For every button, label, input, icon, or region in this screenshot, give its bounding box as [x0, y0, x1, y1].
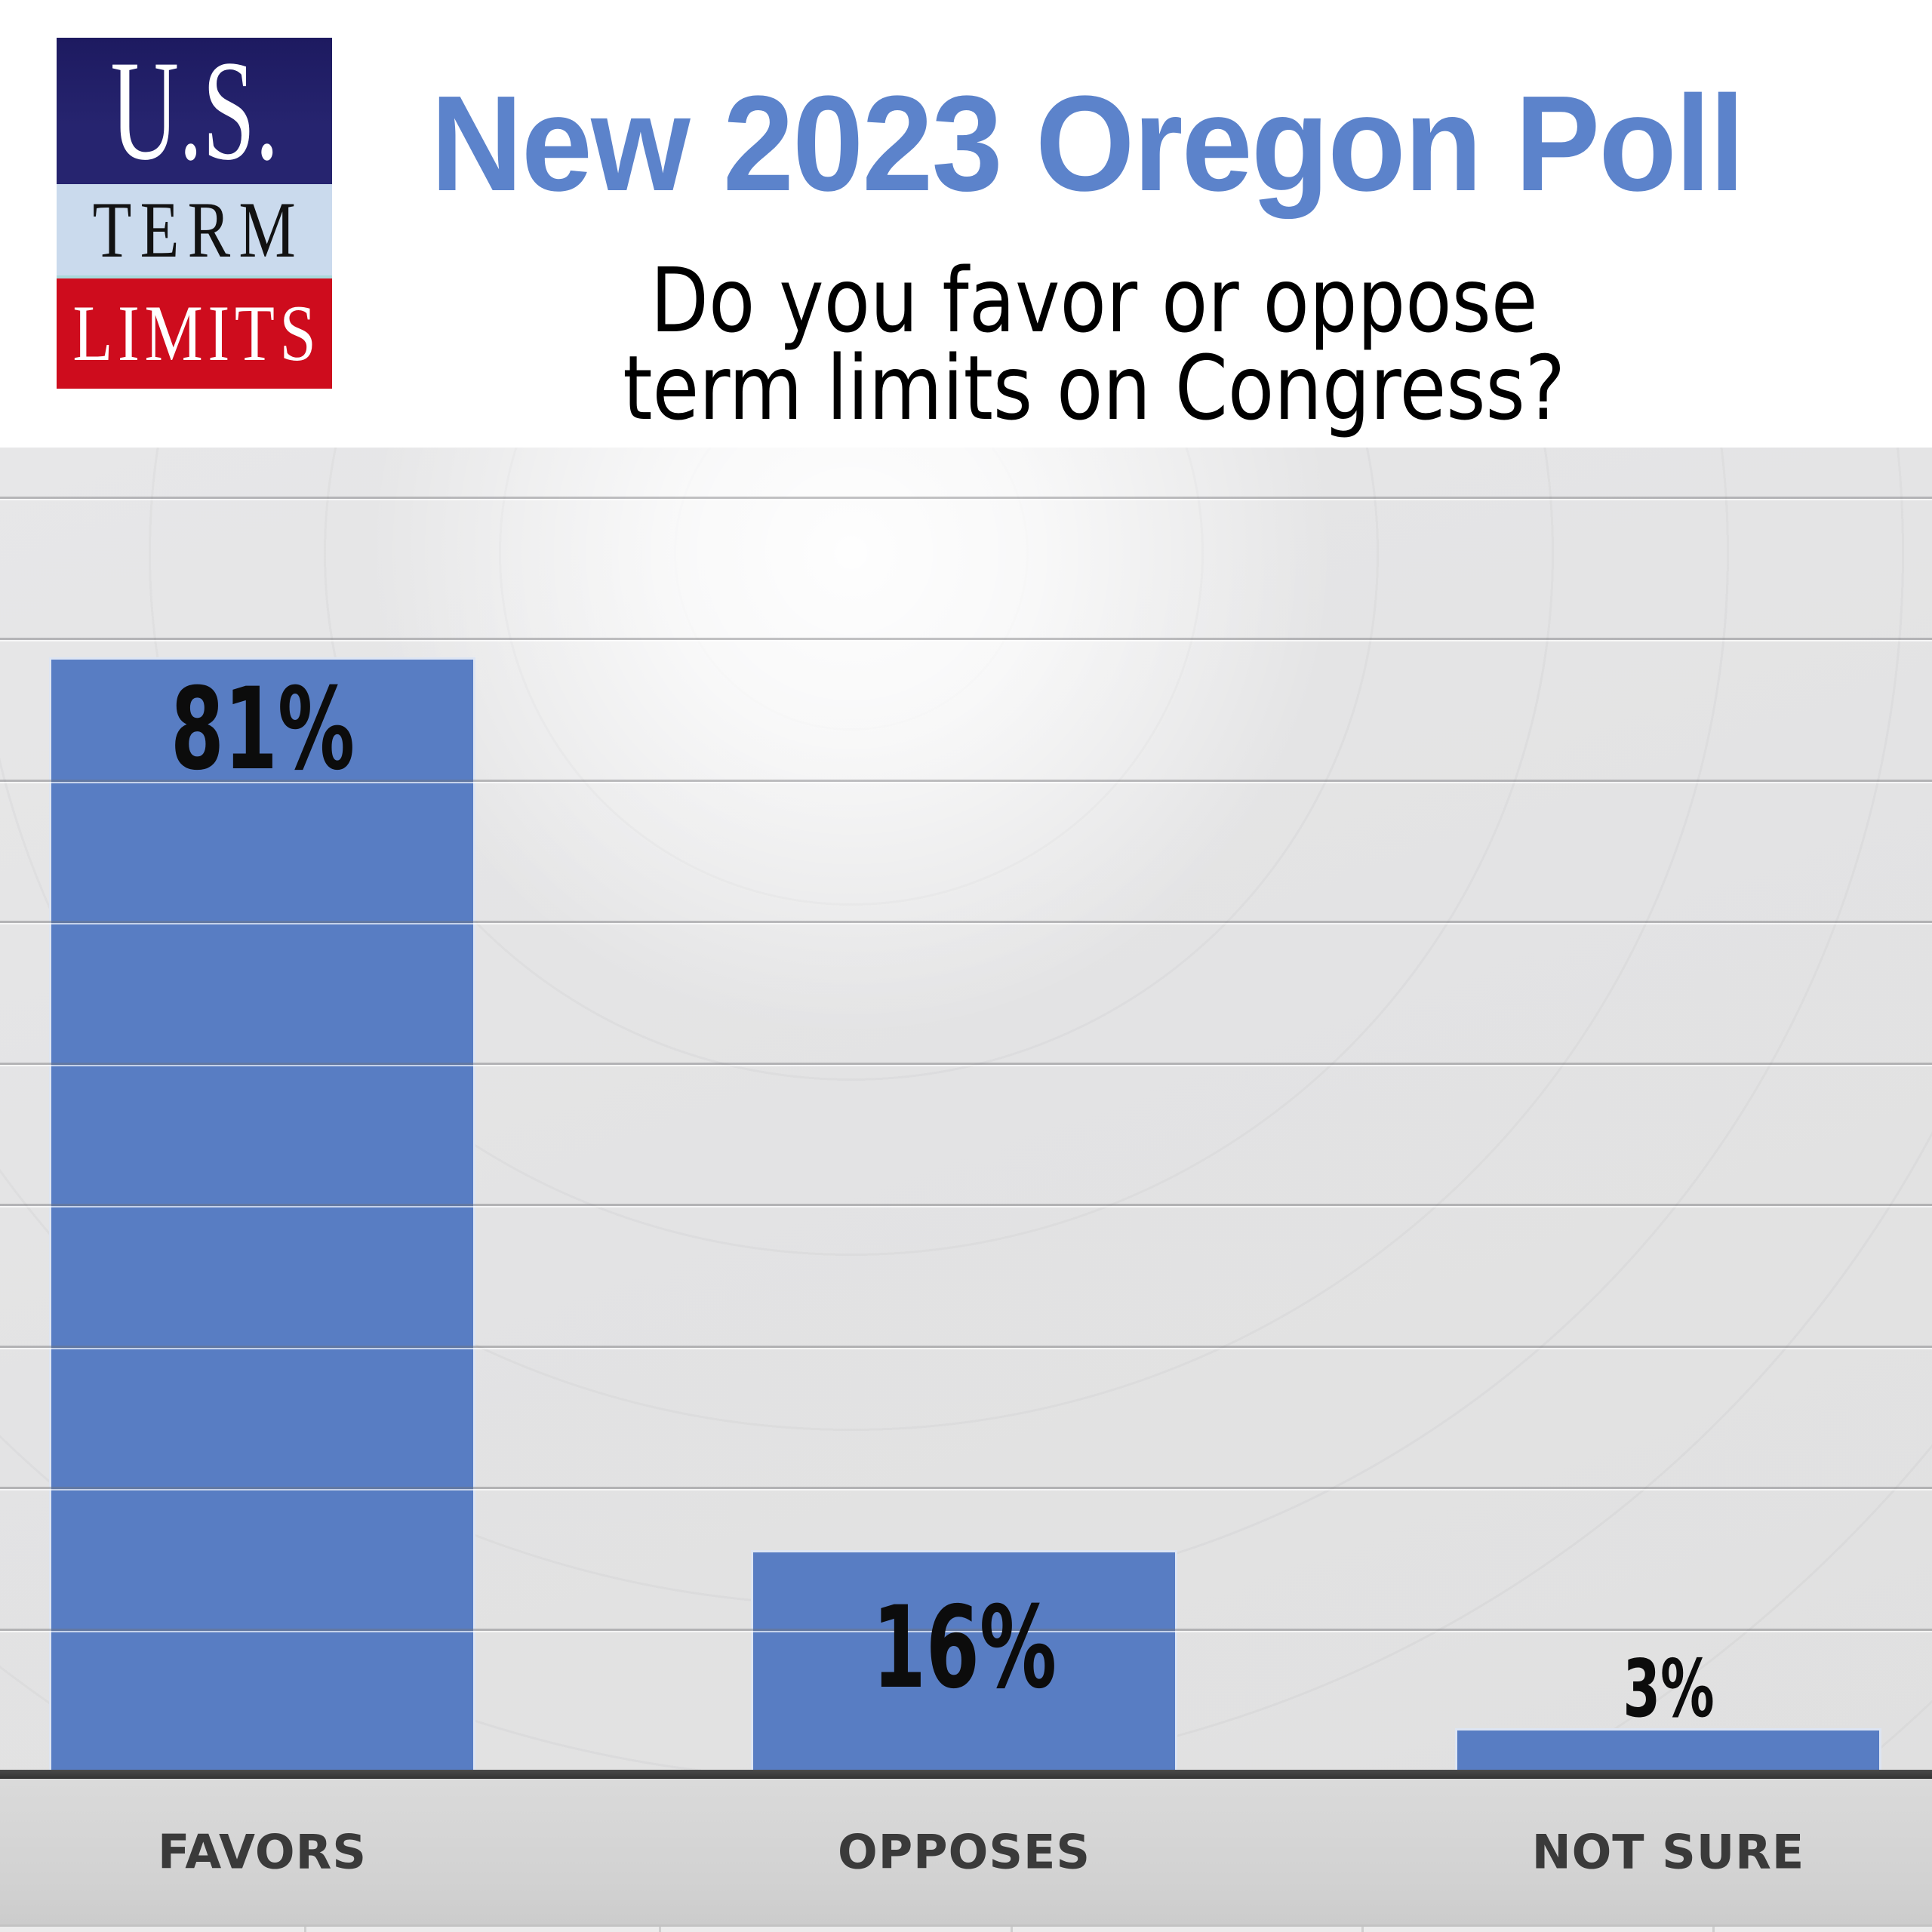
value-label-opposes: 16%: [872, 1583, 1057, 1714]
gridline: [0, 638, 1932, 641]
category-label-not-sure: NOT SURE: [1531, 1824, 1805, 1879]
poll-question: Do you favor or oppose term limits on Co…: [257, 248, 1932, 440]
logo-text-limits: LIMITS: [72, 289, 321, 378]
logo-band-us: U.S.: [57, 38, 332, 185]
gridline: [0, 1629, 1932, 1632]
gridline: [0, 497, 1932, 500]
value-label-favors: 81%: [170, 664, 355, 795]
page-title: New 2023 Oregon Poll: [302, 74, 1872, 214]
poll-question-line1: Do you favor or oppose: [651, 248, 1538, 352]
gridline: [0, 780, 1932, 783]
strip-tick: [1011, 1927, 1013, 1932]
gridline: [0, 921, 1932, 924]
page-title-text: New 2023 Oregon Poll: [430, 68, 1744, 220]
poll-question-line2: term limits on Congress?: [623, 336, 1566, 440]
gridline: [0, 1487, 1932, 1491]
bar-chart-panel: 81% 16% 3% FAVORS OPPOSES NOT SURE: [0, 448, 1932, 1932]
strip-tick: [659, 1927, 661, 1932]
strip-tick: [1712, 1927, 1715, 1932]
logo-band-term: TERM: [57, 184, 332, 276]
bar-opposes: [751, 1550, 1177, 1770]
logo-text-term: TERM: [92, 185, 305, 274]
gridline: [0, 1204, 1932, 1208]
bottom-strip: [0, 1924, 1932, 1932]
logo-text-us: U.S.: [109, 38, 278, 185]
x-axis-label-band: FAVORS OPPOSES NOT SURE: [0, 1779, 1932, 1924]
strip-tick: [1361, 1927, 1364, 1932]
category-label-opposes: OPPOSES: [838, 1824, 1091, 1879]
us-term-limits-logo: U.S. TERM LIMITS: [57, 38, 332, 389]
x-axis-line: [0, 1770, 1932, 1779]
bar-favors: [49, 657, 475, 1770]
bar-not-sure: [1455, 1728, 1881, 1770]
logo-band-limits: LIMITS: [57, 275, 332, 389]
value-label-not-sure: 3%: [1622, 1643, 1715, 1735]
strip-tick: [304, 1927, 306, 1932]
gridline: [0, 1063, 1932, 1066]
gridline: [0, 1346, 1932, 1349]
category-label-favors: FAVORS: [157, 1824, 368, 1879]
